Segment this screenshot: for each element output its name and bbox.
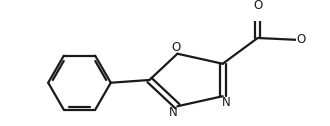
Text: O: O xyxy=(171,41,180,54)
Text: N: N xyxy=(169,106,178,119)
Text: O: O xyxy=(297,33,306,46)
Text: N: N xyxy=(222,96,231,109)
Text: O: O xyxy=(253,0,262,12)
